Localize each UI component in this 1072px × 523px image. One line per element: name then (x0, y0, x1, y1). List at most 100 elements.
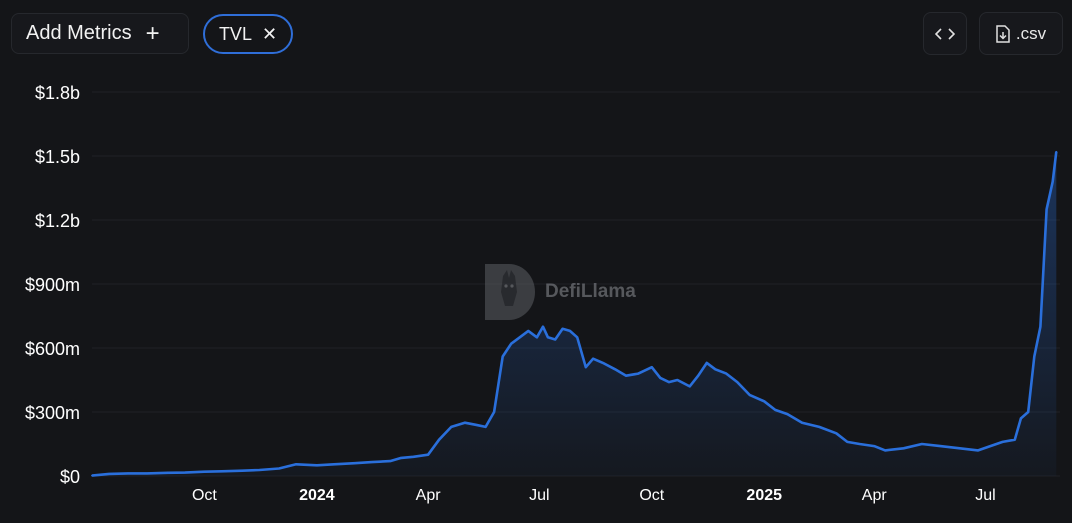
x-tick-label: Apr (862, 487, 888, 504)
data-point (561, 327, 564, 330)
data-point (625, 374, 628, 377)
data-points (91, 150, 1058, 477)
data-point (568, 330, 571, 332)
data-point (353, 462, 356, 465)
data-point (714, 368, 717, 371)
data-point (736, 381, 739, 384)
data-point (295, 463, 298, 466)
data-point (725, 372, 728, 375)
toolbar: Add Metrics + TVL ✕ .csv (0, 0, 1072, 66)
data-point (601, 362, 604, 364)
data-point (873, 445, 876, 448)
data-point (146, 472, 148, 475)
data-point (484, 426, 487, 428)
data-point (518, 336, 521, 339)
csv-label: .csv (1015, 23, 1047, 43)
data-point (474, 423, 477, 426)
data-point (91, 474, 93, 477)
data-point (370, 461, 373, 464)
data-point (1019, 417, 1022, 420)
data-point (614, 368, 617, 371)
data-point (527, 330, 530, 332)
tvl-chart[interactable]: $0 $300m $600m $900m $1.2b $1.5b $1.8b Oct 2024… (0, 66, 1072, 523)
y-tick-label: $900m (25, 275, 80, 295)
data-point (535, 336, 538, 339)
data-point (688, 385, 691, 388)
data-point (183, 471, 186, 474)
y-tick-label: $300m (25, 403, 80, 423)
data-point (554, 338, 557, 341)
y-tick-label: $600m (25, 339, 80, 359)
defillama-watermark: DefiLlama (481, 262, 636, 322)
data-point (697, 374, 700, 377)
data-point (818, 426, 821, 428)
data-point (858, 443, 861, 445)
data-point (203, 470, 206, 473)
data-point (220, 470, 223, 473)
data-point (166, 471, 169, 474)
data-point (667, 381, 670, 384)
data-point (258, 469, 261, 471)
data-point (546, 336, 549, 339)
code-icon (935, 27, 955, 40)
embed-button[interactable] (923, 12, 967, 55)
data-point (333, 463, 335, 466)
x-tick-label: Oct (639, 487, 664, 504)
llama-logo (485, 264, 535, 320)
metric-chip-tvl[interactable]: TVL ✕ (203, 14, 293, 54)
data-point (637, 372, 640, 375)
data-point (108, 472, 111, 475)
metric-chip-label: TVL (218, 23, 252, 44)
data-point (278, 467, 280, 470)
data-point (1045, 208, 1048, 211)
data-point (786, 413, 789, 416)
x-axis: Oct 2024 Apr Jul Oct 2025 Apr Jul (192, 487, 996, 504)
add-metrics-button[interactable]: Add Metrics + (11, 13, 189, 54)
data-point (427, 453, 430, 456)
data-point (902, 447, 905, 450)
data-point (1033, 355, 1036, 358)
data-point (801, 421, 804, 424)
data-point (389, 460, 392, 462)
plus-icon: + (145, 19, 160, 47)
data-point (1055, 150, 1058, 153)
x-tick-label: Oct (192, 487, 217, 504)
data-point (592, 357, 595, 360)
csv-download-button[interactable]: .csv (979, 12, 1063, 55)
x-tick-label: 2024 (299, 487, 335, 504)
data-point (412, 455, 415, 458)
data-point (763, 400, 766, 403)
x-tick-label: 2025 (746, 487, 782, 504)
tvl-area (92, 151, 1057, 476)
data-point (510, 342, 513, 345)
data-point (835, 432, 838, 435)
x-tick-label: Jul (975, 487, 995, 504)
y-tick-label: $0 (60, 467, 80, 487)
data-point (774, 408, 777, 411)
data-point (676, 379, 679, 381)
data-point (128, 472, 131, 475)
data-point (241, 469, 244, 472)
watermark-text: DefiLlama (545, 281, 636, 302)
y-tick-label: $1.2b (35, 211, 80, 231)
data-point (542, 325, 544, 328)
data-point (884, 449, 887, 452)
data-point (1051, 180, 1054, 183)
data-point (748, 394, 751, 396)
data-point (958, 447, 961, 450)
data-point (584, 366, 587, 369)
data-point (315, 464, 318, 467)
data-point (920, 443, 923, 445)
data-point (400, 456, 403, 459)
data-point (1013, 438, 1016, 441)
data-point (1027, 411, 1030, 413)
data-point (977, 449, 980, 452)
data-point (1001, 440, 1004, 443)
close-icon[interactable]: ✕ (261, 24, 278, 44)
y-axis: $0 $300m $600m $900m $1.2b $1.5b $1.8b (25, 83, 80, 487)
data-point (705, 362, 708, 364)
data-point (659, 376, 662, 379)
data-point (493, 411, 496, 413)
data-point (989, 445, 992, 448)
add-metrics-label: Add Metrics (26, 22, 132, 44)
